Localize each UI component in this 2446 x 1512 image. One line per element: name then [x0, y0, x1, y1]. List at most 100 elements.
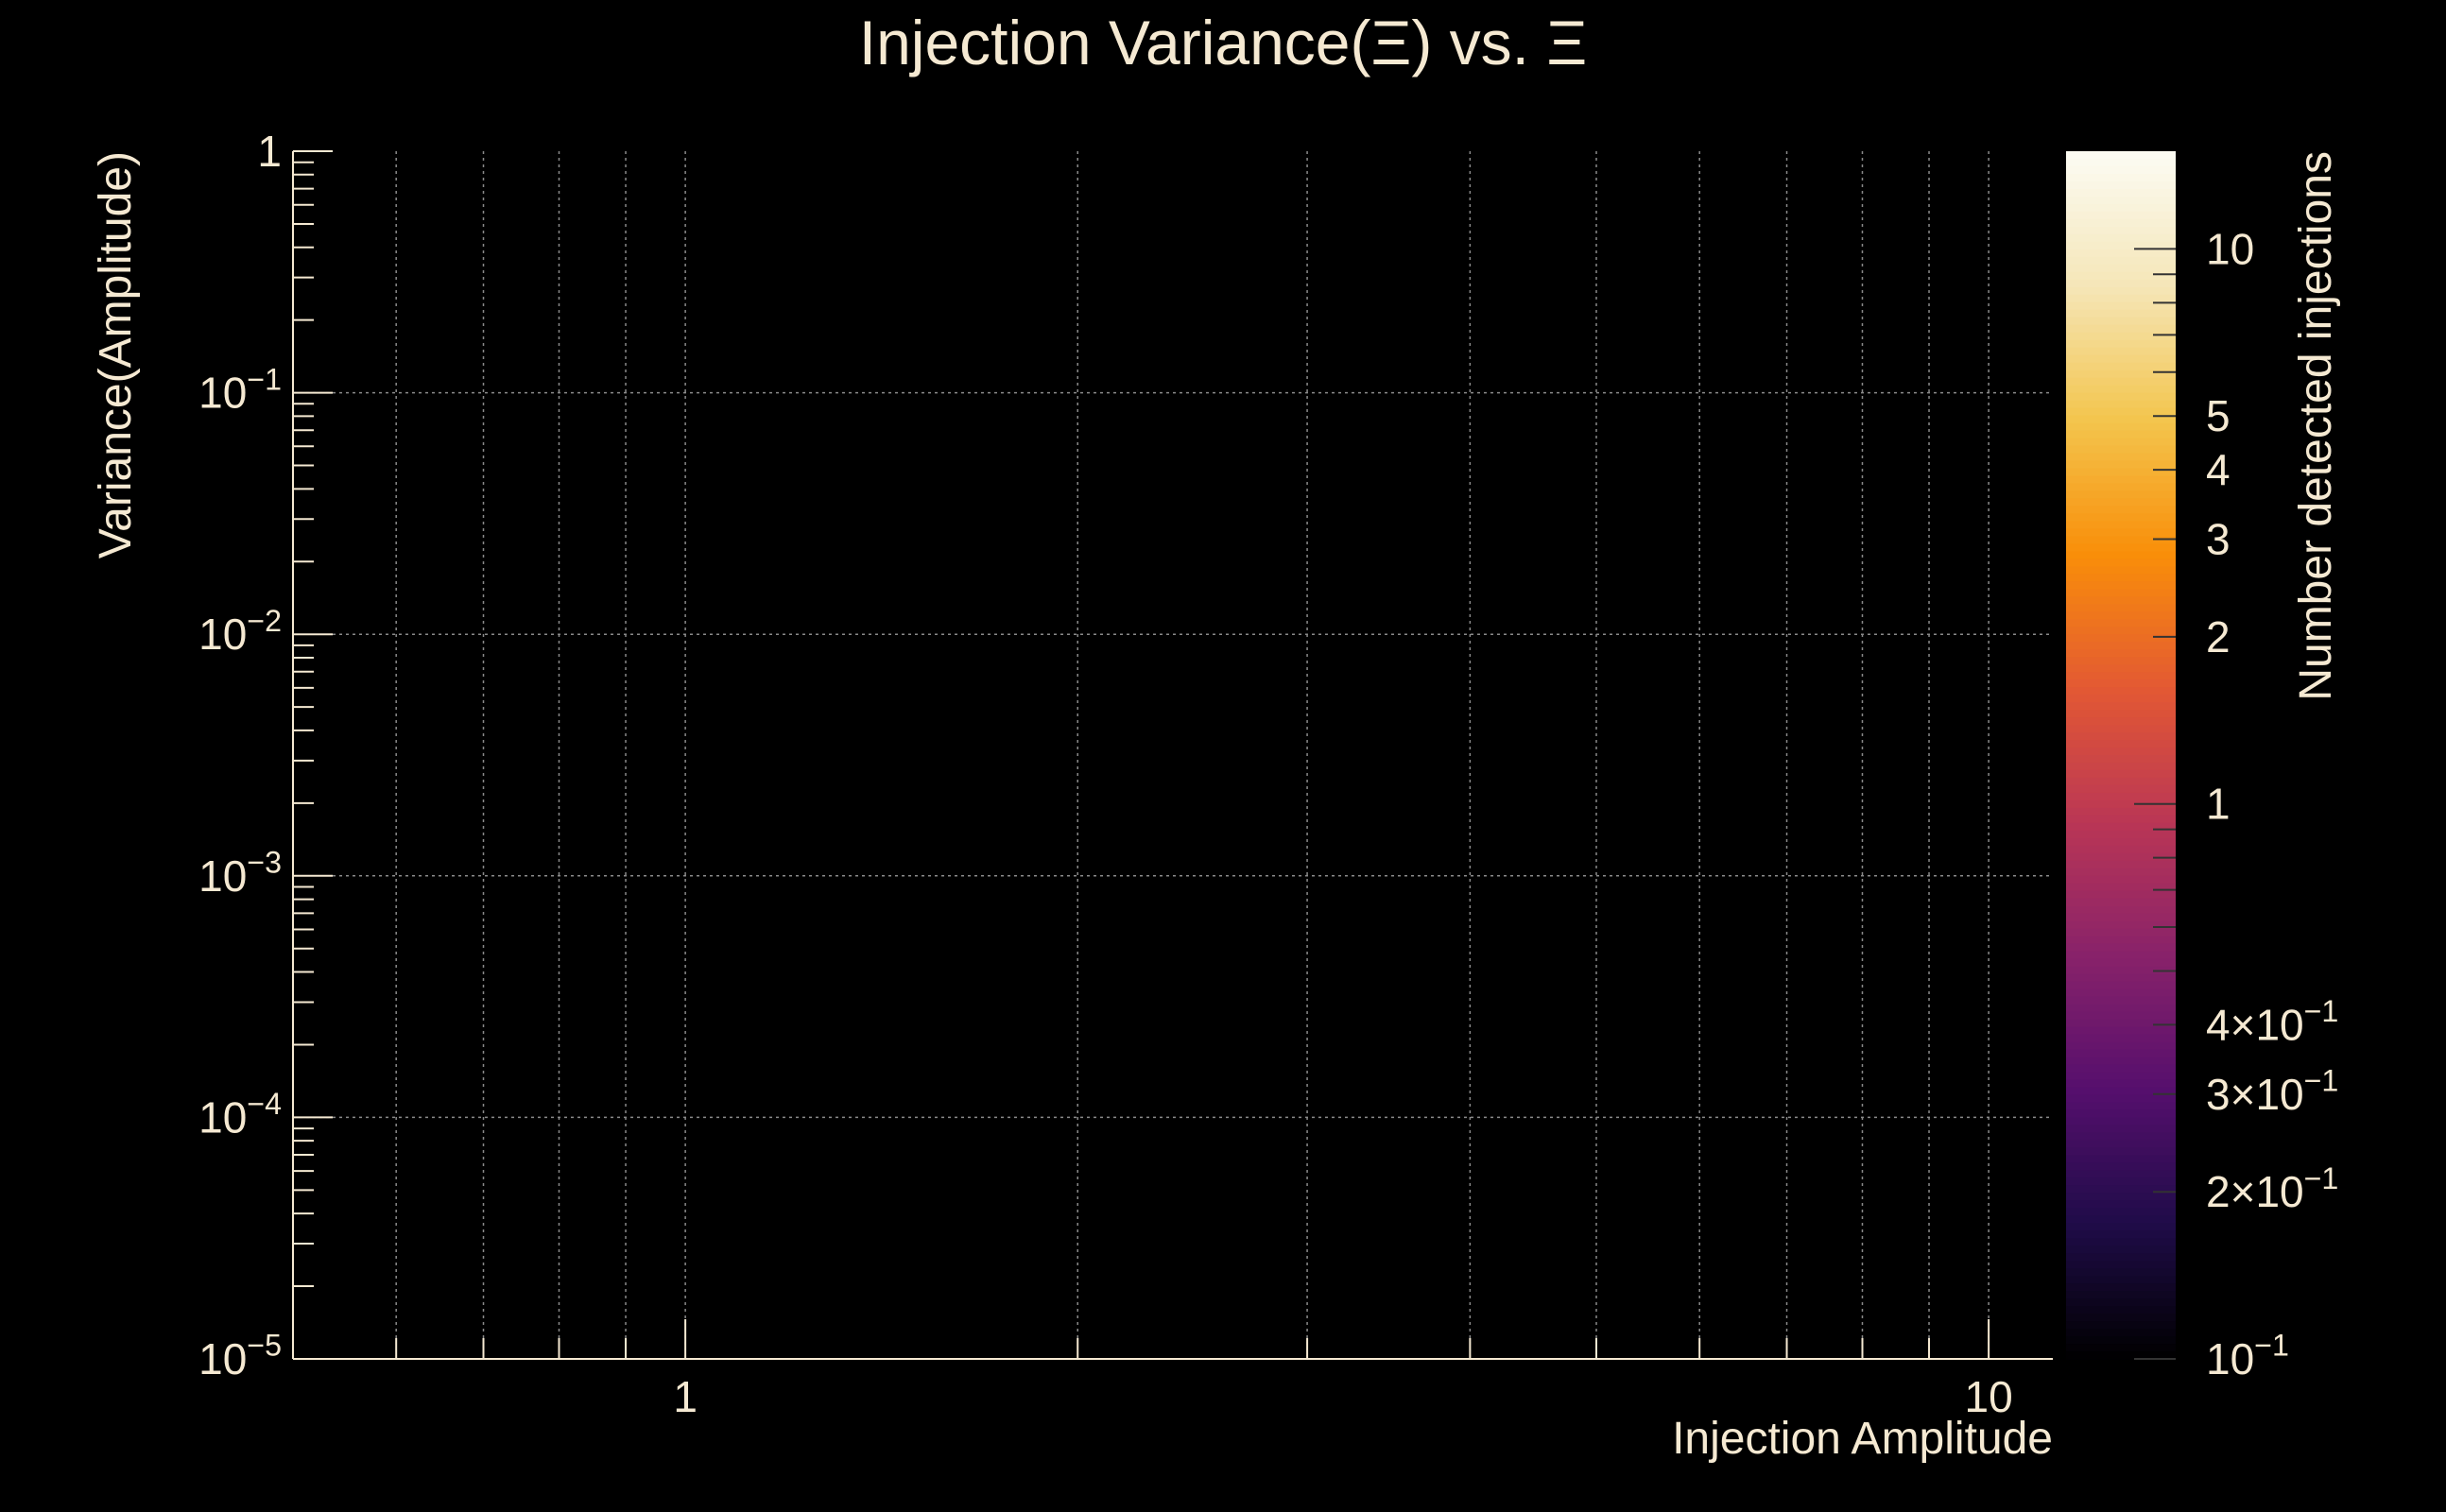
colorbar-segment — [2066, 1306, 2176, 1314]
x-axis-label: Injection Amplitude — [1672, 1414, 2053, 1464]
colorbar-segment — [2066, 354, 2176, 364]
colorbar-segment — [2066, 627, 2176, 635]
colorbar-segment — [2066, 581, 2176, 591]
colorbar-segment — [2066, 860, 2176, 869]
colorbar-segment — [2066, 845, 2176, 854]
colorbar-segment — [2066, 1223, 2176, 1232]
colorbar-segment — [2066, 589, 2176, 598]
colorbar-segment — [2066, 1200, 2176, 1210]
colorbar-segment — [2066, 415, 2176, 424]
x-tick-label: 1 — [673, 1372, 698, 1421]
colorbar-segment — [2066, 822, 2176, 832]
colorbar-segment — [2066, 1109, 2176, 1119]
colorbar-segment — [2066, 837, 2176, 847]
colorbar-segment — [2066, 226, 2176, 235]
colorbar-segment — [2066, 672, 2176, 680]
colorbar-segment — [2066, 687, 2176, 696]
colorbar-segment — [2066, 460, 2176, 470]
colorbar-segment — [2066, 928, 2176, 937]
y-tick-label: 10−4 — [198, 1087, 282, 1142]
y-tick-label: 10−3 — [198, 845, 282, 900]
colorbar-segment — [2066, 725, 2176, 733]
colorbar-segment — [2066, 732, 2176, 741]
colorbar-segment — [2066, 309, 2176, 318]
colorbar-segment — [2066, 792, 2176, 801]
colorbar-segment — [2066, 233, 2176, 243]
colorbar-segment — [2066, 1019, 2176, 1028]
colorbar-segment — [2066, 196, 2176, 205]
colorbar-segment — [2066, 498, 2176, 507]
colorbar-segment — [2066, 1253, 2176, 1262]
colorbar-segment — [2066, 1208, 2176, 1217]
colorbar-segment — [2066, 558, 2176, 568]
y-tick-label: 1 — [257, 127, 282, 176]
colorbar-segment — [2066, 1321, 2176, 1330]
colorbar-segment — [2066, 279, 2176, 288]
colorbar-tick-label: 4×10−1 — [2206, 994, 2338, 1049]
colorbar-segment — [2066, 339, 2176, 349]
colorbar-segment — [2066, 1314, 2176, 1322]
colorbar-segment — [2066, 1230, 2176, 1239]
colorbar-segment — [2066, 400, 2176, 409]
y-axis: 110−110−210−310−410−5 — [198, 127, 333, 1383]
colorbar-segment — [2066, 799, 2176, 809]
colorbar-segment — [2066, 188, 2176, 198]
colorbar-segment — [2066, 951, 2176, 960]
colorbar-segment — [2066, 642, 2176, 650]
x-axis: 1 10 — [395, 1319, 2013, 1421]
colorbar-segment — [2066, 1170, 2176, 1179]
colorbar-segment — [2066, 249, 2176, 258]
colorbar-segment — [2066, 664, 2176, 673]
colorbar-segment — [2066, 981, 2176, 990]
colorbar-segment — [2066, 218, 2176, 228]
colorbar-segment — [2066, 920, 2176, 930]
colorbar-segment — [2066, 301, 2176, 311]
colorbar-segment — [2066, 1351, 2176, 1360]
colorbar-segment — [2066, 1268, 2176, 1277]
colorbar-segment — [2066, 324, 2176, 334]
colorbar-segment — [2066, 1298, 2176, 1307]
colorbar-segment — [2066, 1079, 2176, 1089]
colorbar-segment — [2066, 1193, 2176, 1202]
colorbar-segment — [2066, 1117, 2176, 1126]
colorbar-segment — [2066, 890, 2176, 900]
colorbar-segment — [2066, 506, 2176, 515]
colorbar-segment — [2066, 1132, 2176, 1142]
colorbar-segment — [2066, 317, 2176, 326]
colorbar-segment — [2066, 905, 2176, 915]
colorbar-tick-label: 3 — [2206, 514, 2231, 563]
colorbar-segment — [2066, 1125, 2176, 1134]
colorbar-segment — [2066, 695, 2176, 703]
colorbar-segment — [2066, 377, 2176, 387]
colorbar-segment — [2066, 619, 2176, 628]
colorbar-segment — [2066, 936, 2176, 945]
colorbar-segment — [2066, 438, 2176, 447]
colorbar-segment — [2066, 1344, 2176, 1352]
colorbar-tick-label: 5 — [2206, 391, 2231, 440]
colorbar-segment — [2066, 490, 2176, 500]
colorbar-segment — [2066, 807, 2176, 816]
colorbar-label: Number detected injections — [2291, 151, 2341, 701]
colorbar-segment — [2066, 898, 2176, 907]
colorbar-segment — [2066, 815, 2176, 824]
grid-lines — [293, 151, 2053, 1359]
colorbar-segment — [2066, 1087, 2176, 1096]
colorbar-segment — [2066, 151, 2176, 160]
colorbar-segment — [2066, 430, 2176, 439]
colorbar-segment — [2066, 762, 2176, 771]
colorbar-segment — [2066, 784, 2176, 794]
colorbar-segment — [2066, 611, 2176, 621]
colorbar-segment — [2066, 1147, 2176, 1157]
colorbar-segment — [2066, 1064, 2176, 1074]
colorbar-segment — [2066, 1011, 2176, 1021]
colorbar-segment — [2066, 596, 2176, 606]
colorbar-segment — [2066, 1155, 2176, 1164]
colorbar-segment — [2066, 543, 2176, 553]
colorbar-segment — [2066, 158, 2176, 167]
colorbar-segment — [2066, 634, 2176, 643]
colorbar-segment — [2066, 1094, 2176, 1104]
colorbar-segment — [2066, 973, 2176, 983]
colorbar-segment — [2066, 1057, 2176, 1066]
colorbar-segment — [2066, 1177, 2176, 1187]
